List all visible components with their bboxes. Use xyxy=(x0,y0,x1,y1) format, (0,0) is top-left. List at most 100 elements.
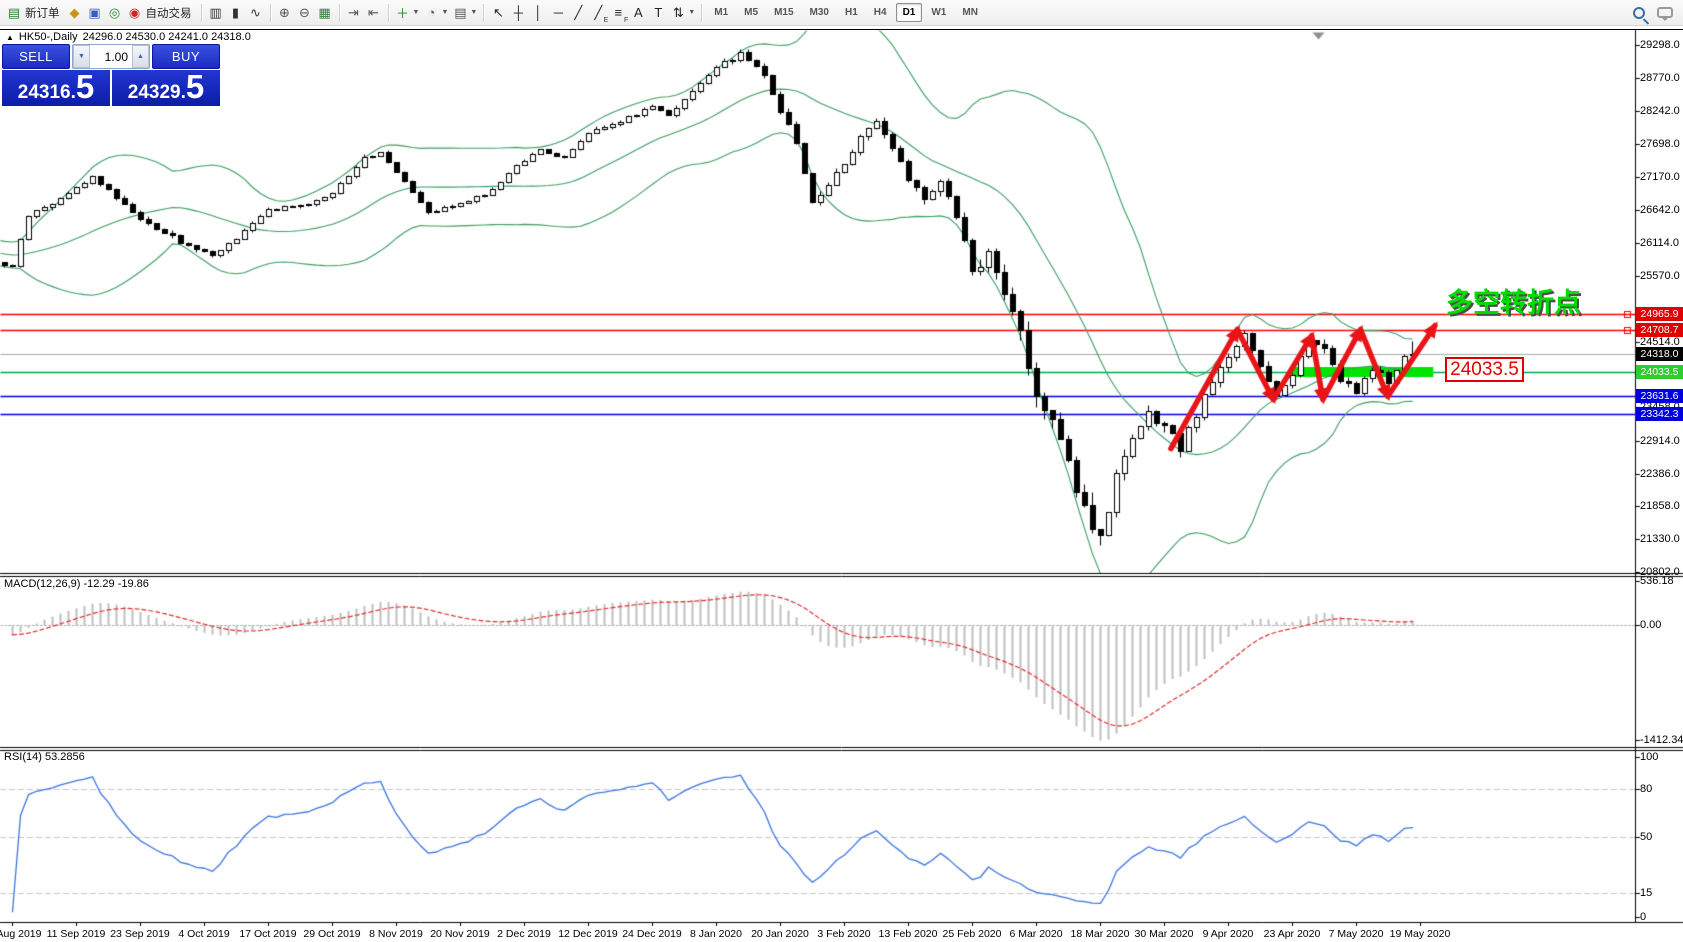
one-click-trade-panel: SELL ▼ 1.00 ▲ BUY 24316. 5 24329. 5 xyxy=(2,44,220,106)
auto-trading-icon[interactable]: ◉ xyxy=(128,4,141,20)
level-callout-box[interactable]: 24033.5 xyxy=(1445,357,1524,382)
fibonacci-icon[interactable]: ≡ F xyxy=(614,5,629,24)
text-label-icon[interactable]: T xyxy=(654,5,663,20)
chart-shift-icon[interactable]: ⇥ xyxy=(348,4,359,20)
templates-icon-dropdown[interactable]: ▼ xyxy=(470,9,478,16)
zoom-out-icon[interactable]: ⊖ xyxy=(299,4,310,20)
chart-window-border xyxy=(0,29,1683,30)
rsi-tick-label: 50 xyxy=(1640,831,1653,843)
auto-scroll-icon[interactable]: ⇤ xyxy=(368,4,379,20)
date-label: 20 Jan 2020 xyxy=(751,928,809,940)
turning-point-annotation[interactable]: 多空转折点 xyxy=(1446,288,1581,318)
date-label: 7 May 2020 xyxy=(1328,928,1384,940)
date-label: 20 Nov 2019 xyxy=(430,928,490,940)
collapse-panel-icon[interactable]: ▲ xyxy=(6,32,14,42)
volume-increase-button[interactable]: ▲ xyxy=(132,45,149,68)
buy-button[interactable]: BUY xyxy=(152,44,220,69)
date-label: 3 Feb 2020 xyxy=(817,928,871,940)
line-chart-icon[interactable]: ∿ xyxy=(250,4,261,20)
candlestick-icon[interactable]: ▮ xyxy=(231,4,240,20)
volume-field[interactable]: 1.00 xyxy=(104,49,128,64)
timeframe-button-h1[interactable]: H1 xyxy=(844,7,858,18)
rsi-tick-label: 15 xyxy=(1640,887,1653,899)
date-label: 8 Jan 2020 xyxy=(690,928,742,940)
tile-windows-icon[interactable]: ▦ xyxy=(318,4,331,20)
price-level-label: 24708.7 xyxy=(1636,323,1683,337)
timeframe-button-m15[interactable]: M15 xyxy=(774,7,794,18)
cursor-icon[interactable]: ↖ xyxy=(492,4,504,20)
price-tick-label: 21858.0 xyxy=(1640,500,1680,512)
chat-icon[interactable] xyxy=(1657,7,1673,21)
price-tick-label: 21330.0 xyxy=(1640,533,1680,545)
timeframe-button-m5[interactable]: M5 xyxy=(744,7,759,18)
text-icon[interactable]: A xyxy=(633,5,643,20)
price-tick-label: 26642.0 xyxy=(1640,204,1680,216)
price-tick-label: 26114.0 xyxy=(1640,237,1679,249)
signal-icon[interactable]: ◎ xyxy=(108,4,121,20)
volume-decrease-button[interactable]: ▼ xyxy=(73,45,90,68)
date-label: 18 Mar 2020 xyxy=(1070,928,1130,940)
indicators-icon[interactable]: ＋ xyxy=(395,6,409,21)
symbol-period-label: HK50-,Daily xyxy=(18,31,78,43)
date-label: 4 Oct 2019 xyxy=(178,928,230,940)
channel-icon[interactable]: ╱ E xyxy=(594,4,609,24)
date-label: 17 Oct 2019 xyxy=(239,928,297,940)
price-level-label: 24033.5 xyxy=(1636,365,1683,379)
price-level-label: 24965.9 xyxy=(1636,307,1683,321)
timeframe-button-m1[interactable]: M1 xyxy=(714,7,729,18)
price-level-label: 23631.6 xyxy=(1636,389,1683,403)
crosshair-icon[interactable]: ┼ xyxy=(513,5,523,20)
indicators-icon-dropdown[interactable]: ▼ xyxy=(412,9,420,16)
new-order-icon-label[interactable]: 新订单 xyxy=(25,7,60,20)
sell-price-display[interactable]: 24316. 5 xyxy=(2,70,112,106)
price-tick-label: 29298.0 xyxy=(1640,39,1680,51)
date-label: 11 Sep 2019 xyxy=(46,928,106,940)
fibonacci-icon-modifier: F xyxy=(624,16,629,24)
toolbar-icon-group: ▤ 新订单 ◆ ▣ ◎ ◉ 自动交易 ▥ ▮ ∿ ⊕ ⊖ ▦ ⇥ ⇤ ＋ ▼ ◔ ▼ ▤ ▼ ↖ ┼ │ ─ ╱ ╱ E ≡ F A T ⇅ ▼ xyxy=(4,3,706,24)
macd-tick-label: 0.00 xyxy=(1640,619,1662,631)
timeframe-button-m30[interactable]: M30 xyxy=(809,7,829,18)
profile-icon[interactable]: ◆ xyxy=(69,4,80,20)
channel-icon-modifier: E xyxy=(603,16,609,24)
vertical-line-icon[interactable]: │ xyxy=(534,5,543,20)
date-label: 30 Aug 2019 xyxy=(0,928,42,940)
rsi-indicator-label: RSI(14) 53.2856 xyxy=(4,751,85,763)
timeframe-toolbar: M1 M5 M15 M30 H1 H4 D1 W1 MN xyxy=(706,3,986,22)
price-level-label: 23342.3 xyxy=(1636,407,1683,421)
price-tick-label: 25570.0 xyxy=(1640,270,1680,282)
horizontal-line-icon[interactable]: ─ xyxy=(553,5,563,20)
zoom-in-icon[interactable]: ⊕ xyxy=(279,4,290,20)
date-label: 2 Dec 2019 xyxy=(497,928,551,940)
periods-icon[interactable]: ◔ xyxy=(427,5,436,20)
shapes-icon-dropdown[interactable]: ▼ xyxy=(688,9,696,16)
bar-chart-icon[interactable]: ▥ xyxy=(209,4,222,20)
main-toolbar: ▤ 新订单 ◆ ▣ ◎ ◉ 自动交易 ▥ ▮ ∿ ⊕ ⊖ ▦ ⇥ ⇤ ＋ ▼ ◔ ▼ ▤ ▼ ↖ ┼ │ ─ ╱ ╱ E ≡ F A T ⇅ ▼ … xyxy=(0,0,1683,26)
toolbar-separator xyxy=(387,3,389,22)
timeframe-button-w1[interactable]: W1 xyxy=(931,7,947,18)
date-label: 24 Dec 2019 xyxy=(622,928,682,940)
rsi-tick-label: 0 xyxy=(1640,911,1647,923)
sell-button[interactable]: SELL xyxy=(2,44,70,69)
trend-line-icon[interactable]: ╱ xyxy=(574,4,583,20)
macd-indicator-label: MACD(12,26,9) -12.29 -19.86 xyxy=(4,578,149,590)
buy-price-display[interactable]: 24329. 5 xyxy=(112,70,220,106)
price-tick-label: 22914.0 xyxy=(1640,435,1680,447)
date-label: 29 Oct 2019 xyxy=(303,928,361,940)
auto-trading-icon-label[interactable]: 自动交易 xyxy=(145,7,192,20)
timeframe-button-d1[interactable]: D1 xyxy=(895,3,923,22)
toolbar-separator xyxy=(269,3,271,22)
shapes-icon[interactable]: ⇅ xyxy=(672,4,684,20)
templates-icon[interactable]: ▤ xyxy=(454,4,467,20)
chart-window-icon[interactable]: ▣ xyxy=(88,4,101,20)
date-label: 8 Nov 2019 xyxy=(369,928,423,940)
toolbar-separator xyxy=(338,3,340,22)
toolbar-right-group xyxy=(1633,6,1673,21)
main-chart-canvas[interactable] xyxy=(0,30,1683,926)
timeframe-button-h4[interactable]: H4 xyxy=(873,7,887,18)
date-label: 30 Mar 2020 xyxy=(1134,928,1194,940)
timeframe-button-mn[interactable]: MN xyxy=(962,7,978,18)
periods-icon-dropdown[interactable]: ▼ xyxy=(441,9,449,16)
new-order-icon[interactable]: ▤ xyxy=(7,4,21,20)
search-icon[interactable] xyxy=(1633,6,1645,19)
